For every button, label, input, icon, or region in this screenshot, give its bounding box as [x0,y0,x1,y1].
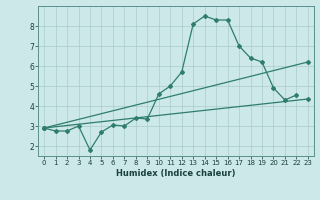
X-axis label: Humidex (Indice chaleur): Humidex (Indice chaleur) [116,169,236,178]
